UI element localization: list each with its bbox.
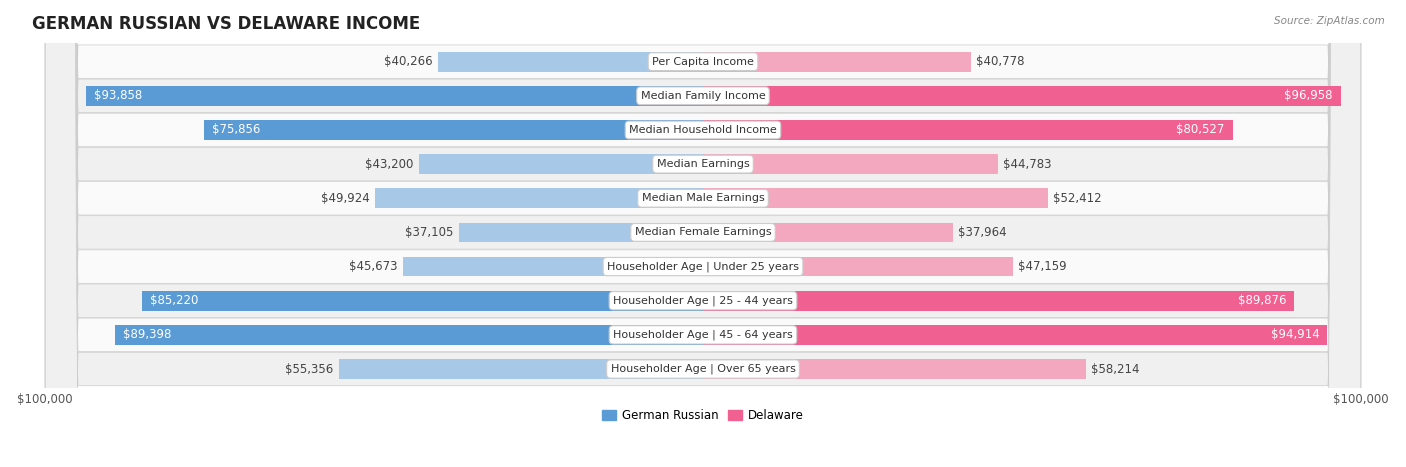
Text: $85,220: $85,220 — [150, 294, 198, 307]
Text: Householder Age | Under 25 years: Householder Age | Under 25 years — [607, 262, 799, 272]
Text: $40,778: $40,778 — [976, 55, 1025, 68]
Text: Median Female Earnings: Median Female Earnings — [634, 227, 772, 237]
Bar — [458, 222, 703, 242]
Text: $37,105: $37,105 — [405, 226, 454, 239]
Bar — [419, 154, 703, 174]
Text: Householder Age | 45 - 64 years: Householder Age | 45 - 64 years — [613, 330, 793, 340]
Text: $37,964: $37,964 — [957, 226, 1007, 239]
Text: Householder Age | Over 65 years: Householder Age | Over 65 years — [610, 364, 796, 374]
Bar — [703, 222, 953, 242]
FancyBboxPatch shape — [45, 0, 1361, 467]
Text: $80,527: $80,527 — [1177, 123, 1225, 136]
Bar — [703, 291, 1294, 311]
Text: $52,412: $52,412 — [1053, 192, 1102, 205]
Bar — [86, 86, 703, 106]
FancyBboxPatch shape — [45, 0, 1361, 467]
Bar — [703, 257, 1014, 276]
Bar — [703, 154, 997, 174]
Text: Median Earnings: Median Earnings — [657, 159, 749, 169]
FancyBboxPatch shape — [45, 0, 1361, 467]
Text: Per Capita Income: Per Capita Income — [652, 57, 754, 67]
Text: $89,876: $89,876 — [1237, 294, 1286, 307]
Bar — [439, 52, 703, 71]
Bar — [204, 120, 703, 140]
FancyBboxPatch shape — [45, 0, 1361, 467]
Legend: German Russian, Delaware: German Russian, Delaware — [598, 404, 808, 427]
Text: $44,783: $44,783 — [1002, 158, 1052, 170]
Text: $96,958: $96,958 — [1284, 89, 1333, 102]
Text: $55,356: $55,356 — [285, 362, 333, 375]
FancyBboxPatch shape — [45, 0, 1361, 467]
FancyBboxPatch shape — [45, 0, 1361, 467]
Bar — [703, 325, 1327, 345]
Bar — [703, 188, 1047, 208]
Text: $49,924: $49,924 — [321, 192, 370, 205]
Text: Median Household Income: Median Household Income — [628, 125, 778, 135]
Text: Median Male Earnings: Median Male Earnings — [641, 193, 765, 203]
Text: $47,159: $47,159 — [1018, 260, 1067, 273]
Text: $40,266: $40,266 — [384, 55, 433, 68]
FancyBboxPatch shape — [45, 0, 1361, 467]
Text: $45,673: $45,673 — [349, 260, 398, 273]
Bar — [115, 325, 703, 345]
Bar — [374, 188, 703, 208]
Bar — [402, 257, 703, 276]
Text: $75,856: $75,856 — [212, 123, 260, 136]
Bar — [703, 52, 972, 71]
Text: $58,214: $58,214 — [1091, 362, 1140, 375]
FancyBboxPatch shape — [45, 0, 1361, 467]
Bar — [703, 120, 1233, 140]
Text: $93,858: $93,858 — [94, 89, 142, 102]
FancyBboxPatch shape — [45, 0, 1361, 467]
Text: GERMAN RUSSIAN VS DELAWARE INCOME: GERMAN RUSSIAN VS DELAWARE INCOME — [32, 15, 420, 33]
FancyBboxPatch shape — [45, 0, 1361, 467]
Bar — [703, 86, 1341, 106]
Text: Source: ZipAtlas.com: Source: ZipAtlas.com — [1274, 16, 1385, 26]
Bar — [703, 359, 1085, 379]
Text: $43,200: $43,200 — [366, 158, 413, 170]
Text: $94,914: $94,914 — [1271, 328, 1319, 341]
Bar — [142, 291, 703, 311]
Text: Householder Age | 25 - 44 years: Householder Age | 25 - 44 years — [613, 296, 793, 306]
Text: Median Family Income: Median Family Income — [641, 91, 765, 101]
Text: $89,398: $89,398 — [122, 328, 172, 341]
Bar — [339, 359, 703, 379]
